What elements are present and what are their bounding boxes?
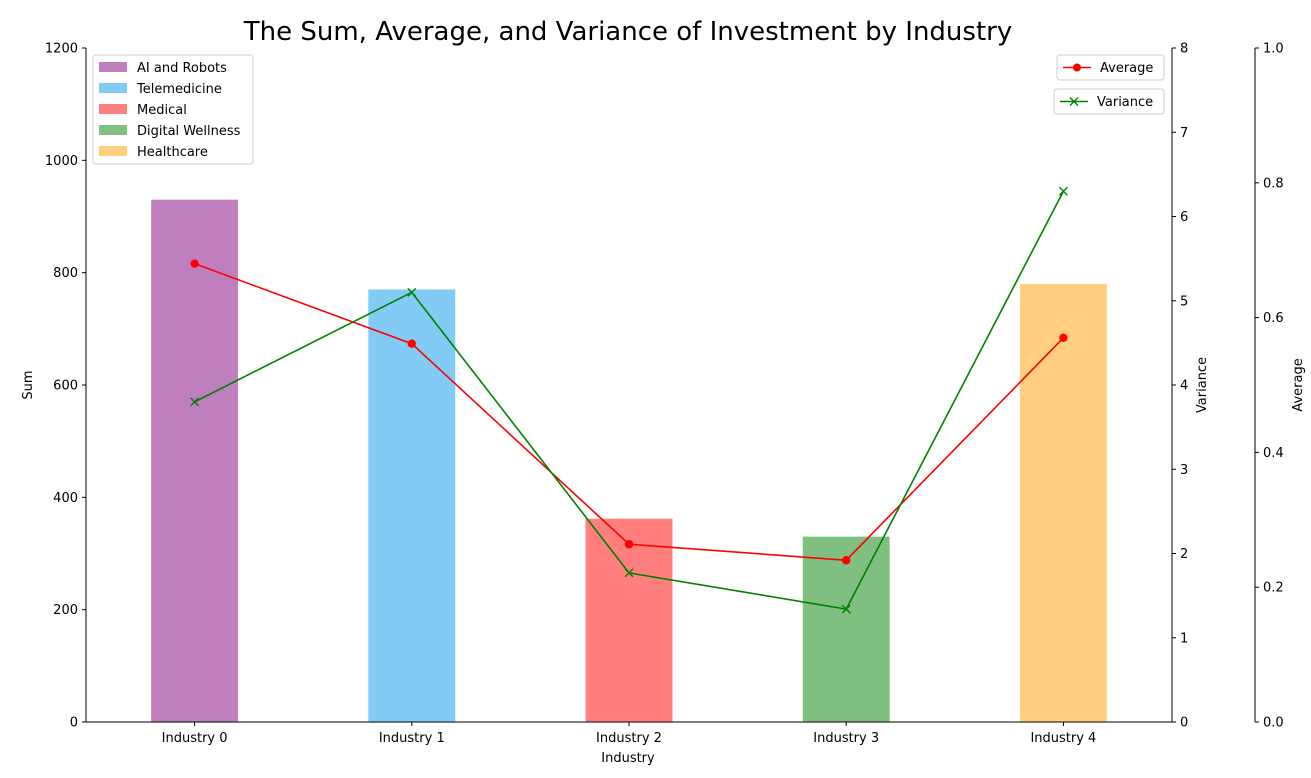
variance-tick-label: 4 [1180, 379, 1188, 394]
x-tick-label: Industry 3 [813, 731, 879, 746]
average-point [1059, 333, 1068, 343]
bar-digital-wellness [802, 536, 890, 722]
y-tick-label: 0 [70, 716, 78, 731]
bar-healthcare [1019, 283, 1107, 722]
y-tick-label: 400 [53, 491, 78, 506]
average-point [190, 259, 199, 268]
x-axis-label: Industry [601, 751, 655, 766]
legend-swatch [99, 83, 127, 93]
bars-layer [151, 199, 1107, 722]
axes-layer: 0 200 400 600 800 1000 1200 Industry 0 Industry … [45, 42, 1284, 747]
legend-label: Healthcare [137, 145, 208, 160]
legends-layer: AI and Robots Telemedicine Medical Digital … [92, 54, 1165, 165]
bar-medical [585, 518, 673, 722]
variance-tick-label: 6 [1180, 210, 1188, 225]
variance-point [407, 287, 417, 297]
variance-tick-label: 5 [1180, 294, 1188, 309]
legend-marker [1069, 97, 1079, 106]
variance-tick-label: 2 [1180, 547, 1188, 562]
legend-swatch [99, 125, 127, 135]
y-tick-label: 200 [53, 603, 78, 618]
legend-label: Medical [137, 103, 187, 118]
average-tick-label: 0.4 [1263, 446, 1284, 461]
lines-layer [190, 186, 1068, 614]
average-legend-box [1056, 54, 1165, 81]
x-tick-label: Industry 4 [1030, 731, 1096, 746]
variance-point [624, 568, 634, 578]
x-tick-label: Industry 1 [379, 731, 445, 746]
average-tick-label: 0.2 [1263, 581, 1284, 596]
variance-tick-label: 7 [1180, 126, 1188, 141]
variance-point [841, 604, 851, 614]
bar-ai-and-robots [151, 199, 239, 722]
legend-swatch [99, 104, 127, 114]
chart-title: The Sum, Average, and Variance of Invest… [243, 17, 1012, 47]
variance-point [190, 397, 200, 407]
average-tick-label: 0.6 [1263, 311, 1284, 326]
legend-label: Average [1100, 61, 1153, 76]
y-tick-label: 1000 [45, 154, 78, 169]
legend-swatch [99, 146, 127, 156]
y-tick-label: 600 [53, 379, 78, 394]
y-tick-label: 1200 [45, 42, 78, 57]
variance-tick-label: 8 [1180, 42, 1188, 57]
average-tick-label: 1.0 [1263, 42, 1284, 57]
variance-point [1058, 186, 1068, 196]
average-line [194, 262, 1064, 562]
average-tick-label: 0.0 [1263, 716, 1284, 731]
legend-label: Variance [1097, 95, 1153, 110]
y-tick-label: 800 [53, 266, 78, 281]
bar-legend-box [92, 54, 254, 165]
legend-label: Telemedicine [136, 82, 222, 97]
variance-tick-label: 3 [1180, 463, 1188, 478]
legend-label: AI and Robots [137, 61, 227, 76]
legend-swatch [99, 62, 127, 72]
variance-tick-label: 1 [1180, 631, 1188, 646]
x-tick-label: Industry 2 [596, 731, 662, 746]
bar-telemedicine [368, 289, 456, 722]
average-tick-label: 0.8 [1263, 176, 1284, 191]
x-tick-label: Industry 0 [162, 731, 228, 746]
legend-marker [1073, 63, 1081, 72]
y-axis-label-variance: Variance [1195, 357, 1210, 413]
y-axis-label-sum: Sum [21, 370, 36, 399]
variance-legend-box [1053, 88, 1165, 115]
average-point [624, 540, 634, 549]
average-point [407, 339, 416, 348]
legend-label: Digital Wellness [137, 124, 241, 139]
y-axis-label-average: Average [1291, 358, 1306, 411]
variance-tick-label: 0 [1180, 716, 1188, 731]
average-point [842, 556, 851, 565]
